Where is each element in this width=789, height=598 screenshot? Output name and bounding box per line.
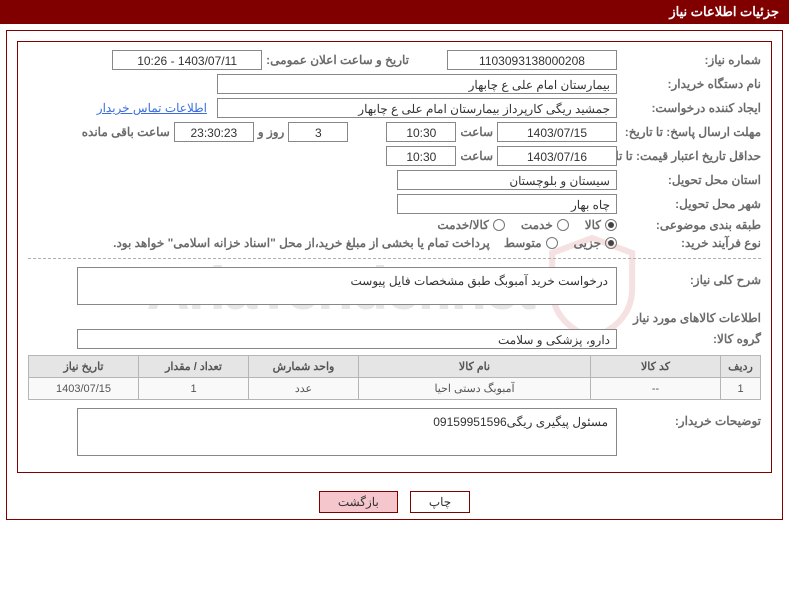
- radio-cat-service[interactable]: خدمت: [521, 218, 569, 232]
- table-header-row: ردیف کد کالا نام کالا واحد شمارش تعداد /…: [29, 356, 761, 378]
- details-panel: شماره نیاز: 1103093138000208 تاریخ و ساع…: [17, 41, 772, 473]
- field-need-no: 1103093138000208: [447, 50, 617, 70]
- td-row-n: 1: [721, 378, 761, 400]
- field-buyer-notes: مسئول پیگیری ریگی09159951596: [77, 408, 617, 456]
- radio-dot-icon: [605, 219, 617, 231]
- field-remain-days: 3: [288, 122, 348, 142]
- table-row: 1 -- آمبوبگ دستی احیا عدد 1 1403/07/15: [29, 378, 761, 400]
- th-row: ردیف: [721, 356, 761, 378]
- label-buyer-notes: توضیحات خریدار:: [621, 408, 761, 428]
- items-table: ردیف کد کالا نام کالا واحد شمارش تعداد /…: [28, 355, 761, 400]
- label-requester: ایجاد کننده درخواست:: [621, 101, 761, 115]
- th-qty: تعداد / مقدار: [139, 356, 249, 378]
- radio-label-pt-small: جزیی: [574, 236, 601, 250]
- label-overall-desc: شرح کلی نیاز:: [621, 267, 761, 287]
- radio-pt-medium[interactable]: متوسط: [504, 236, 558, 250]
- label-hour-2: ساعت: [460, 149, 493, 163]
- label-hour-1: ساعت: [460, 125, 493, 139]
- label-price-valid: حداقل تاریخ اعتبار قیمت: تا تاریخ:: [621, 149, 761, 163]
- th-date: تاریخ نیاز: [29, 356, 139, 378]
- field-price-valid-date: 1403/07/16: [497, 146, 617, 166]
- th-code: کد کالا: [591, 356, 721, 378]
- field-remain-hms: 23:30:23: [174, 122, 254, 142]
- field-reply-time: 10:30: [386, 122, 456, 142]
- td-name: آمبوبگ دستی احیا: [359, 378, 591, 400]
- radio-dot-icon: [557, 219, 569, 231]
- print-button[interactable]: چاپ: [410, 491, 470, 513]
- back-button[interactable]: بازگشت: [319, 491, 398, 513]
- page-title: جزئیات اطلاعات نیاز: [669, 4, 779, 19]
- radio-label-both: کالا/خدمت: [437, 218, 488, 232]
- buyer-contact-link[interactable]: اطلاعات تماس خریدار: [97, 101, 207, 115]
- th-name: نام کالا: [359, 356, 591, 378]
- radio-label-service: خدمت: [521, 218, 553, 232]
- label-deliv-prov: استان محل تحویل:: [621, 173, 761, 187]
- field-announce-dt: 1403/07/11 - 10:26: [112, 50, 262, 70]
- divider-1: [28, 258, 761, 259]
- label-purchase-type: نوع فرآیند خرید:: [621, 236, 761, 250]
- field-deliv-city: چاه بهار: [397, 194, 617, 214]
- radio-dot-icon: [546, 237, 558, 249]
- field-overall-desc: درخواست خرید آمبوبگ طبق مشخصات فایل پیوس…: [77, 267, 617, 305]
- field-buyer-org: بیمارستان امام علی ع چابهار: [217, 74, 617, 94]
- label-buyer-org: نام دستگاه خریدار:: [621, 77, 761, 91]
- radio-label-goods: کالا: [585, 218, 601, 232]
- radio-dot-icon: [605, 237, 617, 249]
- td-qty: 1: [139, 378, 249, 400]
- radio-cat-goods[interactable]: کالا: [585, 218, 617, 232]
- label-days-and: روز و: [258, 125, 285, 139]
- items-section-title: اطلاعات کالاهای مورد نیاز: [28, 311, 761, 325]
- radio-label-pt-medium: متوسط: [504, 236, 542, 250]
- label-remaining: ساعت باقی مانده: [82, 125, 170, 139]
- purchase-note: پرداخت تمام یا بخشی از مبلغ خرید،از محل …: [113, 236, 490, 250]
- field-requester: جمشید ریگی کارپرداز بیمارستان امام علی ع…: [217, 98, 617, 118]
- field-price-valid-time: 10:30: [386, 146, 456, 166]
- th-unit: واحد شمارش: [249, 356, 359, 378]
- label-reply-deadline: مهلت ارسال پاسخ: تا تاریخ:: [621, 125, 761, 139]
- label-announce-dt: تاریخ و ساعت اعلان عمومی:: [266, 53, 409, 67]
- label-goods-group: گروه کالا:: [621, 332, 761, 346]
- td-unit: عدد: [249, 378, 359, 400]
- field-reply-date: 1403/07/15: [497, 122, 617, 142]
- radio-cat-both[interactable]: کالا/خدمت: [437, 218, 504, 232]
- label-deliv-city: شهر محل تحویل:: [621, 197, 761, 211]
- label-need-no: شماره نیاز:: [621, 53, 761, 67]
- outer-frame: شماره نیاز: 1103093138000208 تاریخ و ساع…: [6, 30, 783, 520]
- label-category: طبقه بندی موضوعی:: [621, 218, 761, 232]
- radio-pt-small[interactable]: جزیی: [574, 236, 617, 250]
- field-deliv-prov: سیستان و بلوچستان: [397, 170, 617, 190]
- radio-dot-icon: [493, 219, 505, 231]
- page-title-bar: جزئیات اطلاعات نیاز: [0, 0, 789, 24]
- td-date: 1403/07/15: [29, 378, 139, 400]
- field-goods-group: دارو، پزشکی و سلامت: [77, 329, 617, 349]
- td-code: --: [591, 378, 721, 400]
- button-row: چاپ بازگشت: [7, 483, 782, 519]
